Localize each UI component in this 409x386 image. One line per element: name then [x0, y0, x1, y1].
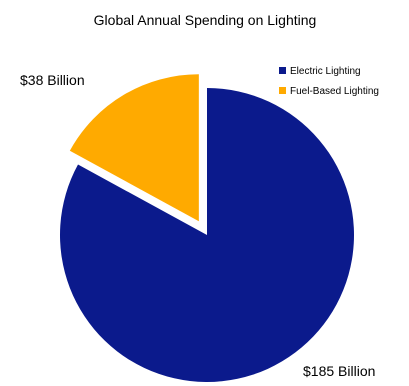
data-label-fuel: $38 Billion — [20, 72, 85, 88]
legend-label-fuel: Fuel-Based Lighting — [290, 86, 379, 97]
chart-title: Global Annual Spending on Lighting — [94, 12, 317, 28]
legend-item-electric: Electric Lighting — [279, 66, 361, 77]
legend-swatch-electric — [279, 67, 286, 74]
legend-swatch-fuel — [279, 87, 286, 94]
legend-item-fuel: Fuel-Based Lighting — [279, 86, 379, 97]
legend: Electric Lighting Fuel-Based Lighting — [279, 66, 379, 97]
legend-label-electric: Electric Lighting — [290, 66, 361, 77]
pie-slice-electric-lighting — [60, 88, 355, 382]
pie-slices — [60, 74, 355, 382]
pie-slice-fuel-based-lighting — [69, 74, 199, 222]
data-label-electric: $185 Billion — [303, 363, 375, 379]
